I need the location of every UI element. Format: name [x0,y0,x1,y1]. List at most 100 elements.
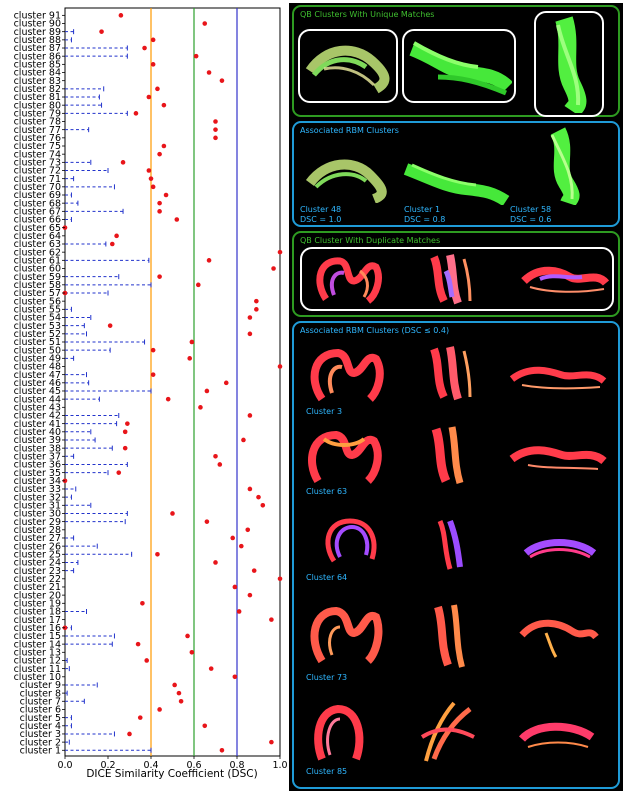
rbm-cap-48-dsc: DSC = 1.0 [300,215,341,225]
qb-dup-bundle-2-image [424,251,480,307]
dot-cluster-5 [138,715,143,720]
dot-cluster-36 [218,462,223,467]
dot-cluster-21 [233,585,238,590]
rbm-cap-58: Cluster 58 DSC = 0.6 [510,205,551,225]
dot-cluster-64 [114,234,119,239]
cluster-3-label: Cluster 3 [306,407,342,417]
dot-cluster-44 [166,397,171,402]
dot-cluster-70 [151,185,156,190]
dot-cluster-72 [147,168,152,173]
rbm-cap-58-dsc: DSC = 0.6 [510,215,551,225]
cluster-63-bundle-c-image [508,439,608,479]
ytick-label-cluster-91: cluster 91 [14,11,61,22]
dot-cluster-39 [241,438,246,443]
rbm-assoc-panel-1: Associated RBM Clusters Cluster 48 DSC =… [292,121,620,227]
rbm-assoc-2-title: Associated RBM Clusters (DSC ≤ 0.4) [300,326,449,335]
dot-cluster-77 [213,127,218,132]
dot-cluster-42 [248,413,253,418]
dot-cluster-90 [202,21,207,26]
rbm-assoc-1-title: Associated RBM Clusters [300,126,399,135]
dot-cluster-11 [209,666,214,671]
dot-cluster-32 [256,495,261,500]
dot-cluster-46 [224,381,229,386]
dot-cluster-12 [144,658,149,663]
cluster-85-bundle-c-image [516,717,598,757]
dot-cluster-1 [220,748,225,753]
dot-cluster-84 [207,70,212,75]
dot-cluster-31 [261,503,266,508]
dot-cluster-68 [157,201,162,206]
cluster-3-bundle-c-image [508,357,608,397]
dot-cluster-62 [278,250,283,255]
plot-frame [65,8,280,756]
qb-duplicate-panel: QB Cluster With Duplicate Matches [292,231,620,317]
xtick-label-0: 0.0 [57,760,72,771]
cluster-3-bundle-a-image [306,345,386,405]
dot-cluster-24 [213,560,218,565]
dot-cluster-81 [147,95,152,100]
dot-cluster-78 [213,119,218,124]
dot-cluster-22 [278,576,283,581]
dot-cluster-10 [233,674,238,679]
dot-cluster-69 [164,193,169,198]
cluster-64-bundle-c-image [522,535,598,563]
dot-cluster-51 [190,340,195,345]
dot-cluster-29 [205,519,210,524]
qb-duplicate-title: QB Cluster With Duplicate Matches [300,236,440,245]
qb-bundle-1-image [304,35,392,97]
rbm-cap-48-name: Cluster 48 [300,205,341,215]
cluster-3-bundle-b-image [426,343,478,403]
rbm-cap-58-name: Cluster 58 [510,205,551,215]
cluster-64-bundle-b-image [432,515,472,575]
dot-cluster-63 [110,242,115,247]
cluster-73-bundle-c-image [516,609,600,659]
cluster-85-label: Cluster 85 [306,767,347,777]
dot-cluster-8 [177,691,182,696]
dot-cluster-82 [155,87,160,92]
dot-cluster-76 [213,136,218,141]
rbm-cap-48: Cluster 48 DSC = 1.0 [300,205,341,225]
dot-cluster-67 [157,209,162,214]
dot-cluster-74 [157,152,162,157]
dot-cluster-40 [123,430,128,435]
rbm-cap-1-name: Cluster 1 [404,205,445,215]
rbm-bundle-48-image [304,153,394,203]
dot-cluster-9 [172,683,177,688]
rbm-assoc-panel-2: Associated RBM Clusters (DSC ≤ 0.4) Clus… [292,321,620,789]
cluster-63-bundle-b-image [426,423,478,487]
dot-cluster-18 [237,609,242,614]
dot-cluster-14 [136,642,141,647]
dot-cluster-66 [175,217,180,222]
dot-cluster-88 [151,38,156,43]
cluster-85-bundle-a-image [310,701,370,765]
dot-cluster-73 [121,160,126,165]
qb-bundle-3-image [542,15,598,113]
dot-cluster-60 [271,266,276,271]
dot-cluster-28 [245,528,250,533]
dot-cluster-13 [190,650,195,655]
cluster-63-label: Cluster 63 [306,487,347,497]
dot-cluster-43 [198,405,203,410]
dot-cluster-38 [123,446,128,451]
dot-cluster-80 [162,103,167,108]
dot-cluster-15 [185,634,190,639]
dot-cluster-91 [119,13,124,18]
rbm-bundle-58-image [538,127,592,205]
dot-cluster-17 [269,617,274,622]
dot-cluster-27 [230,536,235,541]
dot-cluster-30 [170,511,175,516]
rbm-bundle-1-image [402,161,510,205]
dot-cluster-7 [179,699,184,704]
qb-dup-bundle-1-image [310,251,382,307]
dot-cluster-85 [151,62,156,67]
cluster-73-label: Cluster 73 [306,673,347,683]
cluster-73-bundle-a-image [306,603,384,667]
qb-dup-bundle-3-image [520,257,610,301]
dot-cluster-4 [202,723,207,728]
qb-unique-title: QB Clusters With Unique Matches [300,10,434,19]
dot-cluster-25 [155,552,160,557]
dot-cluster-58 [196,283,201,288]
cluster-64-bundle-a-image [322,515,382,569]
dot-cluster-56 [254,299,259,304]
